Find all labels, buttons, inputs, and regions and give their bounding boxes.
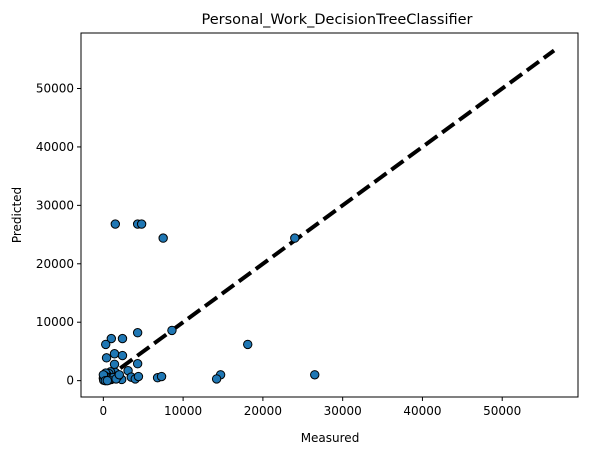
y-axis-label: Predicted: [10, 187, 24, 243]
plot-frame: [80, 32, 579, 398]
data-point-10: [101, 339, 111, 350]
data-point-8: [106, 333, 117, 344]
y-tick-label-10000: 10000: [36, 315, 74, 329]
data-point-6: [167, 325, 177, 336]
x-tick-label-20000: 20000: [244, 404, 282, 418]
x-tick-label-30000: 30000: [324, 404, 362, 418]
x-tick-label-50000: 50000: [483, 404, 521, 418]
data-point-15: [109, 359, 120, 369]
y-tick-label-40000: 40000: [36, 140, 74, 154]
data-point-2: [136, 219, 147, 229]
data-point-21: [156, 371, 167, 382]
y-tick-label-20000: 20000: [36, 257, 74, 271]
data-point-47: [114, 370, 124, 380]
data-point-49: [102, 375, 113, 386]
x-axis-label: Measured: [301, 431, 360, 445]
x-tick-label-40000: 40000: [403, 404, 441, 418]
y-tick-label-30000: 30000: [36, 198, 74, 212]
reference-line-layer: [102, 48, 556, 383]
reference-line: [102, 48, 556, 383]
data-point-14: [132, 359, 143, 369]
data-point-13: [101, 353, 112, 363]
data-point-3: [158, 233, 168, 243]
data-point-4: [290, 233, 300, 243]
y-axis: 0 10000 20000 30000 40000 50000: [36, 82, 81, 388]
x-axis: 0 10000 20000 30000 40000 50000: [100, 397, 521, 418]
data-point-5: [132, 328, 143, 338]
data-point-11: [109, 349, 120, 359]
y-tick-label-50000: 50000: [36, 82, 74, 96]
data-point-7: [243, 339, 253, 350]
points-layer: [98, 219, 320, 386]
data-point-9: [117, 333, 128, 344]
y-tick-label-0: 0: [66, 374, 74, 388]
data-point-19: [211, 374, 222, 384]
data-point-0: [110, 219, 121, 229]
x-tick-label-0: 0: [100, 404, 108, 418]
data-point-18: [310, 370, 320, 380]
data-point-24: [133, 371, 144, 382]
x-tick-label-10000: 10000: [164, 404, 202, 418]
data-point-12: [117, 350, 128, 361]
chart-title: Personal_Work_DecisionTreeClassifier: [202, 12, 473, 28]
